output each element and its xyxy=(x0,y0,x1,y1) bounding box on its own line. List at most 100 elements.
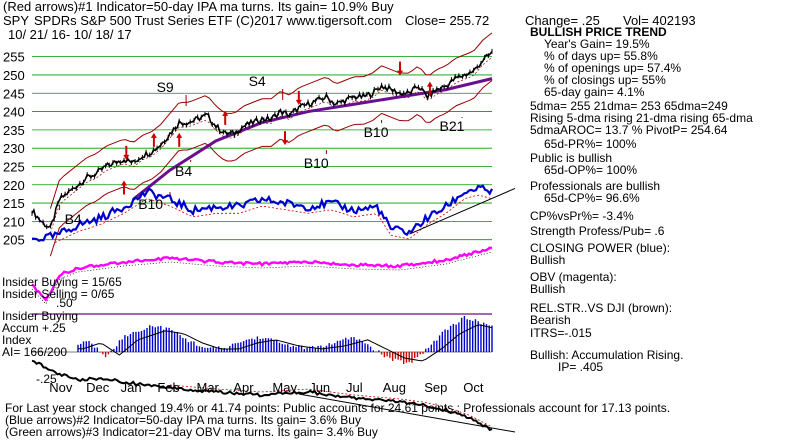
closing-power-line xyxy=(31,184,516,243)
signal-label-b10: B10 xyxy=(364,124,389,140)
stat-line-8: 5dmaAROC= 13.7 % PivotP= 254.64 xyxy=(530,123,728,137)
upper-band xyxy=(49,32,493,209)
red-arrow-head xyxy=(176,132,183,138)
x-label-may: May xyxy=(272,380,297,395)
relative-strength-line xyxy=(31,359,516,433)
stat-line-18: OBV (magenta): xyxy=(530,270,617,284)
accumulation-histogram xyxy=(32,313,493,365)
stat-line-22: ITRS=-.015 xyxy=(530,326,592,340)
change-value: Change= .25 xyxy=(525,13,600,28)
ma65-series xyxy=(132,77,493,201)
stat-line-12: Professionals are bullish xyxy=(530,179,661,193)
rs-trendline xyxy=(298,393,516,433)
signal-label-s4: S4 xyxy=(249,73,266,89)
stat-line-19: Bullish xyxy=(530,282,566,296)
footer-line3: (Green arrows)#3 Indicator=21-day OBV ma… xyxy=(5,425,378,439)
y-tick-210: 210 xyxy=(3,214,25,229)
x-axis-labels: Nov Dec Jan Feb Mar Apr May Jun Jul Aug Sep Oct xyxy=(49,380,484,395)
y-tick-235: 235 xyxy=(3,123,25,138)
stat-line-14: CP%vsPr%= -3.4% xyxy=(530,209,634,223)
x-label-nov: Nov xyxy=(49,380,73,395)
y-tick-225: 225 xyxy=(3,159,25,174)
x-label-oct: Oct xyxy=(463,380,484,395)
accum-ref-level: .50 xyxy=(56,296,73,310)
closing-power-ma xyxy=(54,194,493,243)
stat-line-5: 65-day gain= 4.1% xyxy=(544,85,645,99)
date-range: 10/ 21/ 16- 10/ 18/ 17 xyxy=(8,27,132,42)
stat-line-13: 65d-CP%= 96.6% xyxy=(544,191,640,205)
red-arrow-head xyxy=(295,99,302,105)
y-tick-240: 240 xyxy=(3,105,25,120)
y-axis-ticks: 205 210 215 220 225 230 235 240 245 250 255 xyxy=(3,50,25,248)
ticker: SPY xyxy=(3,13,30,28)
red-arrow-head xyxy=(121,180,127,186)
accum-low-level: -.25 xyxy=(36,372,57,386)
ma65-line xyxy=(132,77,493,201)
signal-arrows xyxy=(121,61,433,195)
x-label-jun: Jun xyxy=(309,380,330,395)
red-arrow-head xyxy=(397,70,403,76)
stat-line-3: % of openings up= 57.4% xyxy=(544,61,682,75)
accum-ma xyxy=(77,324,493,362)
index-title: Index xyxy=(2,333,32,347)
signal-labels: S9 S4 B4 B4 B10 B10 B10 B21 xyxy=(59,73,465,227)
stat-line-24: IP= .405 xyxy=(558,360,604,374)
y-tick-205: 205 xyxy=(3,233,25,248)
signal-label-b10: B10 xyxy=(304,155,329,171)
footer-line2: (Blue arrows)#2 Indicator=50-day IPA ma … xyxy=(5,413,361,427)
stat-line-21: Bearish xyxy=(530,313,571,327)
red-arrow-head xyxy=(426,81,433,87)
y-tick-230: 230 xyxy=(3,141,25,156)
stat-line-16: CLOSING POWER (blue): xyxy=(530,241,671,255)
obv-series xyxy=(31,246,493,302)
signal-label-b4: B4 xyxy=(175,163,192,179)
stat-line-7: Rising 5-dma rising 21-dma rising 65-dma xyxy=(530,111,753,125)
price-series xyxy=(31,50,493,228)
obv-ma xyxy=(31,251,493,305)
header-line2: SPDRs S&P 500 Trust Series ETF (C)2017 w… xyxy=(34,13,393,28)
middle-band xyxy=(50,57,493,234)
trading-bands xyxy=(49,32,493,257)
insider-buying-count: Insider Buying = 15/65 xyxy=(2,275,122,289)
y-tick-255: 255 xyxy=(3,50,25,65)
signal-label-s9: S9 xyxy=(157,79,174,95)
x-label-jan: Jan xyxy=(121,380,142,395)
obv-line xyxy=(31,246,493,305)
header-line1: (Red arrows)#1 Indicator=50-day IPA ma t… xyxy=(3,0,394,14)
rs-series xyxy=(31,359,493,432)
closing-power-series xyxy=(31,184,493,242)
stat-line-11: 65d-OP%= 100% xyxy=(544,163,638,177)
stat-line-9: 65d-PR%= 100% xyxy=(544,137,637,151)
x-label-sep: Sep xyxy=(424,380,447,395)
signal-label-b4: B4 xyxy=(65,211,82,227)
y-tick-220: 220 xyxy=(3,178,25,193)
stat-line-23: Bullish: Accumulation Rising. xyxy=(530,348,684,362)
stat-line-15: Strength Profess/Pub= .6 xyxy=(530,224,665,238)
stat-line-17: Bullish xyxy=(530,253,566,267)
insider-title: Insider Buying xyxy=(2,309,79,323)
price-line xyxy=(31,48,493,230)
y-tick-215: 215 xyxy=(3,196,25,211)
x-label-jul: Jul xyxy=(346,380,363,395)
red-arrow-head xyxy=(150,132,157,138)
close-value: Close= 255.72 xyxy=(405,13,490,28)
accum-title: Accum +.25 xyxy=(2,321,66,335)
closing-power-trendline xyxy=(409,187,516,235)
red-arrow-head xyxy=(282,140,288,146)
stat-line-2: % of days up= 55.8% xyxy=(544,49,658,63)
red-arrow-head xyxy=(123,154,130,160)
x-label-aug: Aug xyxy=(383,380,406,395)
x-label-dec: Dec xyxy=(86,380,110,395)
stat-line-4: % of closings up= 55% xyxy=(544,73,666,87)
stat-line-0: BULLISH PRICE TREND xyxy=(530,25,667,39)
x-label-feb: Feb xyxy=(157,380,179,395)
stat-line-6: 5dma= 255 21dma= 253 65dma=249 xyxy=(530,99,728,113)
red-arrow-head xyxy=(222,110,229,116)
volume-value: Vol= 402193 xyxy=(623,13,696,28)
stat-line-20: REL.STR..VS DJI (brown): xyxy=(530,301,673,315)
ai-value: AI= 166/200 xyxy=(2,345,68,359)
x-label-mar: Mar xyxy=(197,380,220,395)
y-tick-245: 245 xyxy=(3,86,25,101)
signal-label-b21: B21 xyxy=(440,118,465,134)
